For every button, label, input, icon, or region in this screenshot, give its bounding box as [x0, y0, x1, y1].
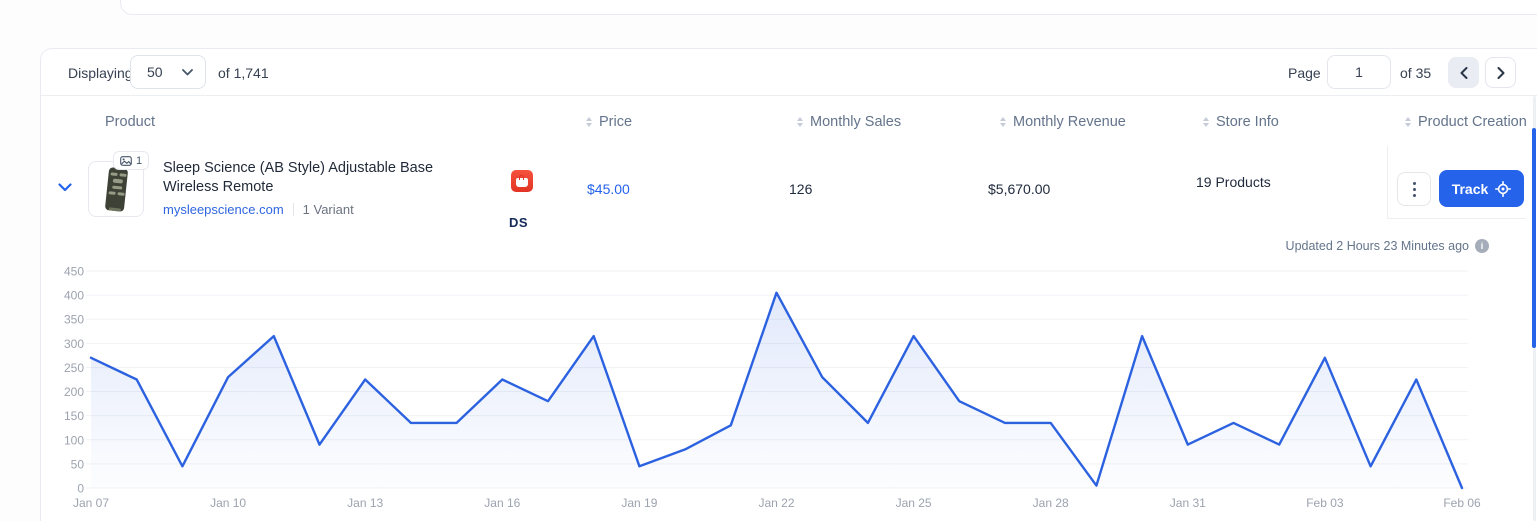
product-image[interactable] [88, 161, 144, 217]
prev-page-button[interactable] [1448, 57, 1479, 88]
column-header-product: Product [105, 113, 155, 131]
column-header-price[interactable]: Price [586, 113, 632, 131]
svg-text:400: 400 [64, 289, 84, 303]
column-header-label: Product Creation [1418, 114, 1527, 130]
track-button[interactable]: Track [1439, 170, 1524, 207]
variant-count: 1 Variant [302, 202, 354, 217]
total-count-label: of 1,741 [218, 65, 269, 81]
svg-text:100: 100 [64, 433, 84, 447]
svg-text:300: 300 [64, 337, 84, 351]
svg-text:Jan 25: Jan 25 [896, 496, 932, 510]
column-header-label: Price [599, 114, 633, 130]
sales-chart: 0 50 100 150 200 250 300 350 400 450 Jan 07 Jan 10 J… [0, 262, 1537, 521]
toolbar-divider [41, 95, 1537, 96]
column-header-monthly-revenue[interactable]: Monthly Revenue [1000, 113, 1126, 131]
actions-cell-border [1387, 218, 1526, 219]
svg-text:250: 250 [64, 361, 84, 375]
svg-text:200: 200 [64, 385, 84, 399]
svg-text:Feb 06: Feb 06 [1443, 496, 1481, 510]
column-header-store-info[interactable]: Store Info [1203, 113, 1279, 131]
row-expander-chevron-down-icon[interactable] [58, 183, 72, 192]
previous-card-edge [120, 0, 1537, 15]
sort-icon [797, 117, 803, 127]
svg-text:50: 50 [71, 457, 85, 471]
sort-icon [1203, 117, 1209, 127]
chevron-left-icon [1460, 66, 1467, 79]
page-number-input[interactable] [1327, 55, 1391, 89]
product-photo-remote [104, 166, 128, 212]
store-domain-link[interactable]: mysleepscience.com [163, 202, 284, 217]
updated-note: Updated 2 Hours 23 Minutes ago [1285, 239, 1469, 253]
column-header-label: Monthly Revenue [1013, 114, 1126, 130]
page-size-select[interactable]: 50 [130, 55, 206, 89]
aliexpress-icon[interactable] [511, 170, 533, 192]
svg-text:Feb 03: Feb 03 [1306, 496, 1344, 510]
monthly-revenue-value: $5,670.00 [988, 181, 1051, 197]
info-icon[interactable]: i [1475, 239, 1489, 253]
column-header-label: Store Info [1216, 114, 1279, 130]
column-header-product-creation[interactable]: Product Creation [1405, 113, 1527, 131]
product-subline: mysleepscience.com 1 Variant [163, 202, 354, 217]
sort-icon [586, 117, 592, 127]
column-header-label: Product [105, 114, 155, 130]
actions-column-divider [1387, 146, 1388, 218]
image-count-badge: 1 [113, 151, 150, 170]
svg-text:Jan 13: Jan 13 [347, 496, 383, 510]
sort-icon [1000, 117, 1006, 127]
column-header-monthly-sales[interactable]: Monthly Sales [797, 113, 901, 131]
divider [292, 203, 294, 216]
svg-text:150: 150 [64, 409, 84, 423]
pages-total-label: of 35 [1400, 65, 1432, 81]
chevron-right-icon [1497, 66, 1504, 79]
svg-text:0: 0 [77, 482, 84, 496]
sort-icon [1405, 117, 1411, 127]
column-header-label: Monthly Sales [810, 114, 902, 130]
monthly-sales-value: 126 [789, 181, 813, 197]
svg-text:350: 350 [64, 313, 84, 327]
more-actions-button[interactable] [1397, 172, 1431, 206]
svg-text:Jan 07: Jan 07 [73, 496, 109, 510]
track-button-label: Track [1451, 180, 1489, 197]
svg-text:Jan 31: Jan 31 [1170, 496, 1206, 510]
svg-text:Jan 28: Jan 28 [1033, 496, 1069, 510]
svg-text:Jan 16: Jan 16 [484, 496, 520, 510]
chevron-down-icon [182, 68, 193, 75]
dsers-icon[interactable]: DS [509, 215, 1537, 230]
next-page-button[interactable] [1485, 57, 1516, 88]
displaying-label: Displaying [68, 65, 133, 81]
svg-text:Jan 22: Jan 22 [758, 496, 794, 510]
product-title[interactable]: Sleep Science (AB Style) Adjustable Base… [163, 160, 434, 195]
image-count: 1 [136, 154, 143, 167]
svg-text:Jan 10: Jan 10 [210, 496, 246, 510]
svg-text:Jan 19: Jan 19 [621, 496, 657, 510]
updated-note-row: Updated 2 Hours 23 Minutes ago i [0, 239, 1489, 253]
page-size-value: 50 [147, 64, 163, 80]
svg-text:450: 450 [64, 265, 84, 279]
store-info-value: 19 Products [1196, 174, 1271, 190]
image-icon [120, 155, 132, 166]
crosshair-target-icon [1495, 180, 1512, 197]
page-label: Page [1288, 65, 1321, 81]
scrollbar-thumb[interactable] [1532, 128, 1536, 348]
price-value[interactable]: $45.00 [587, 181, 630, 197]
